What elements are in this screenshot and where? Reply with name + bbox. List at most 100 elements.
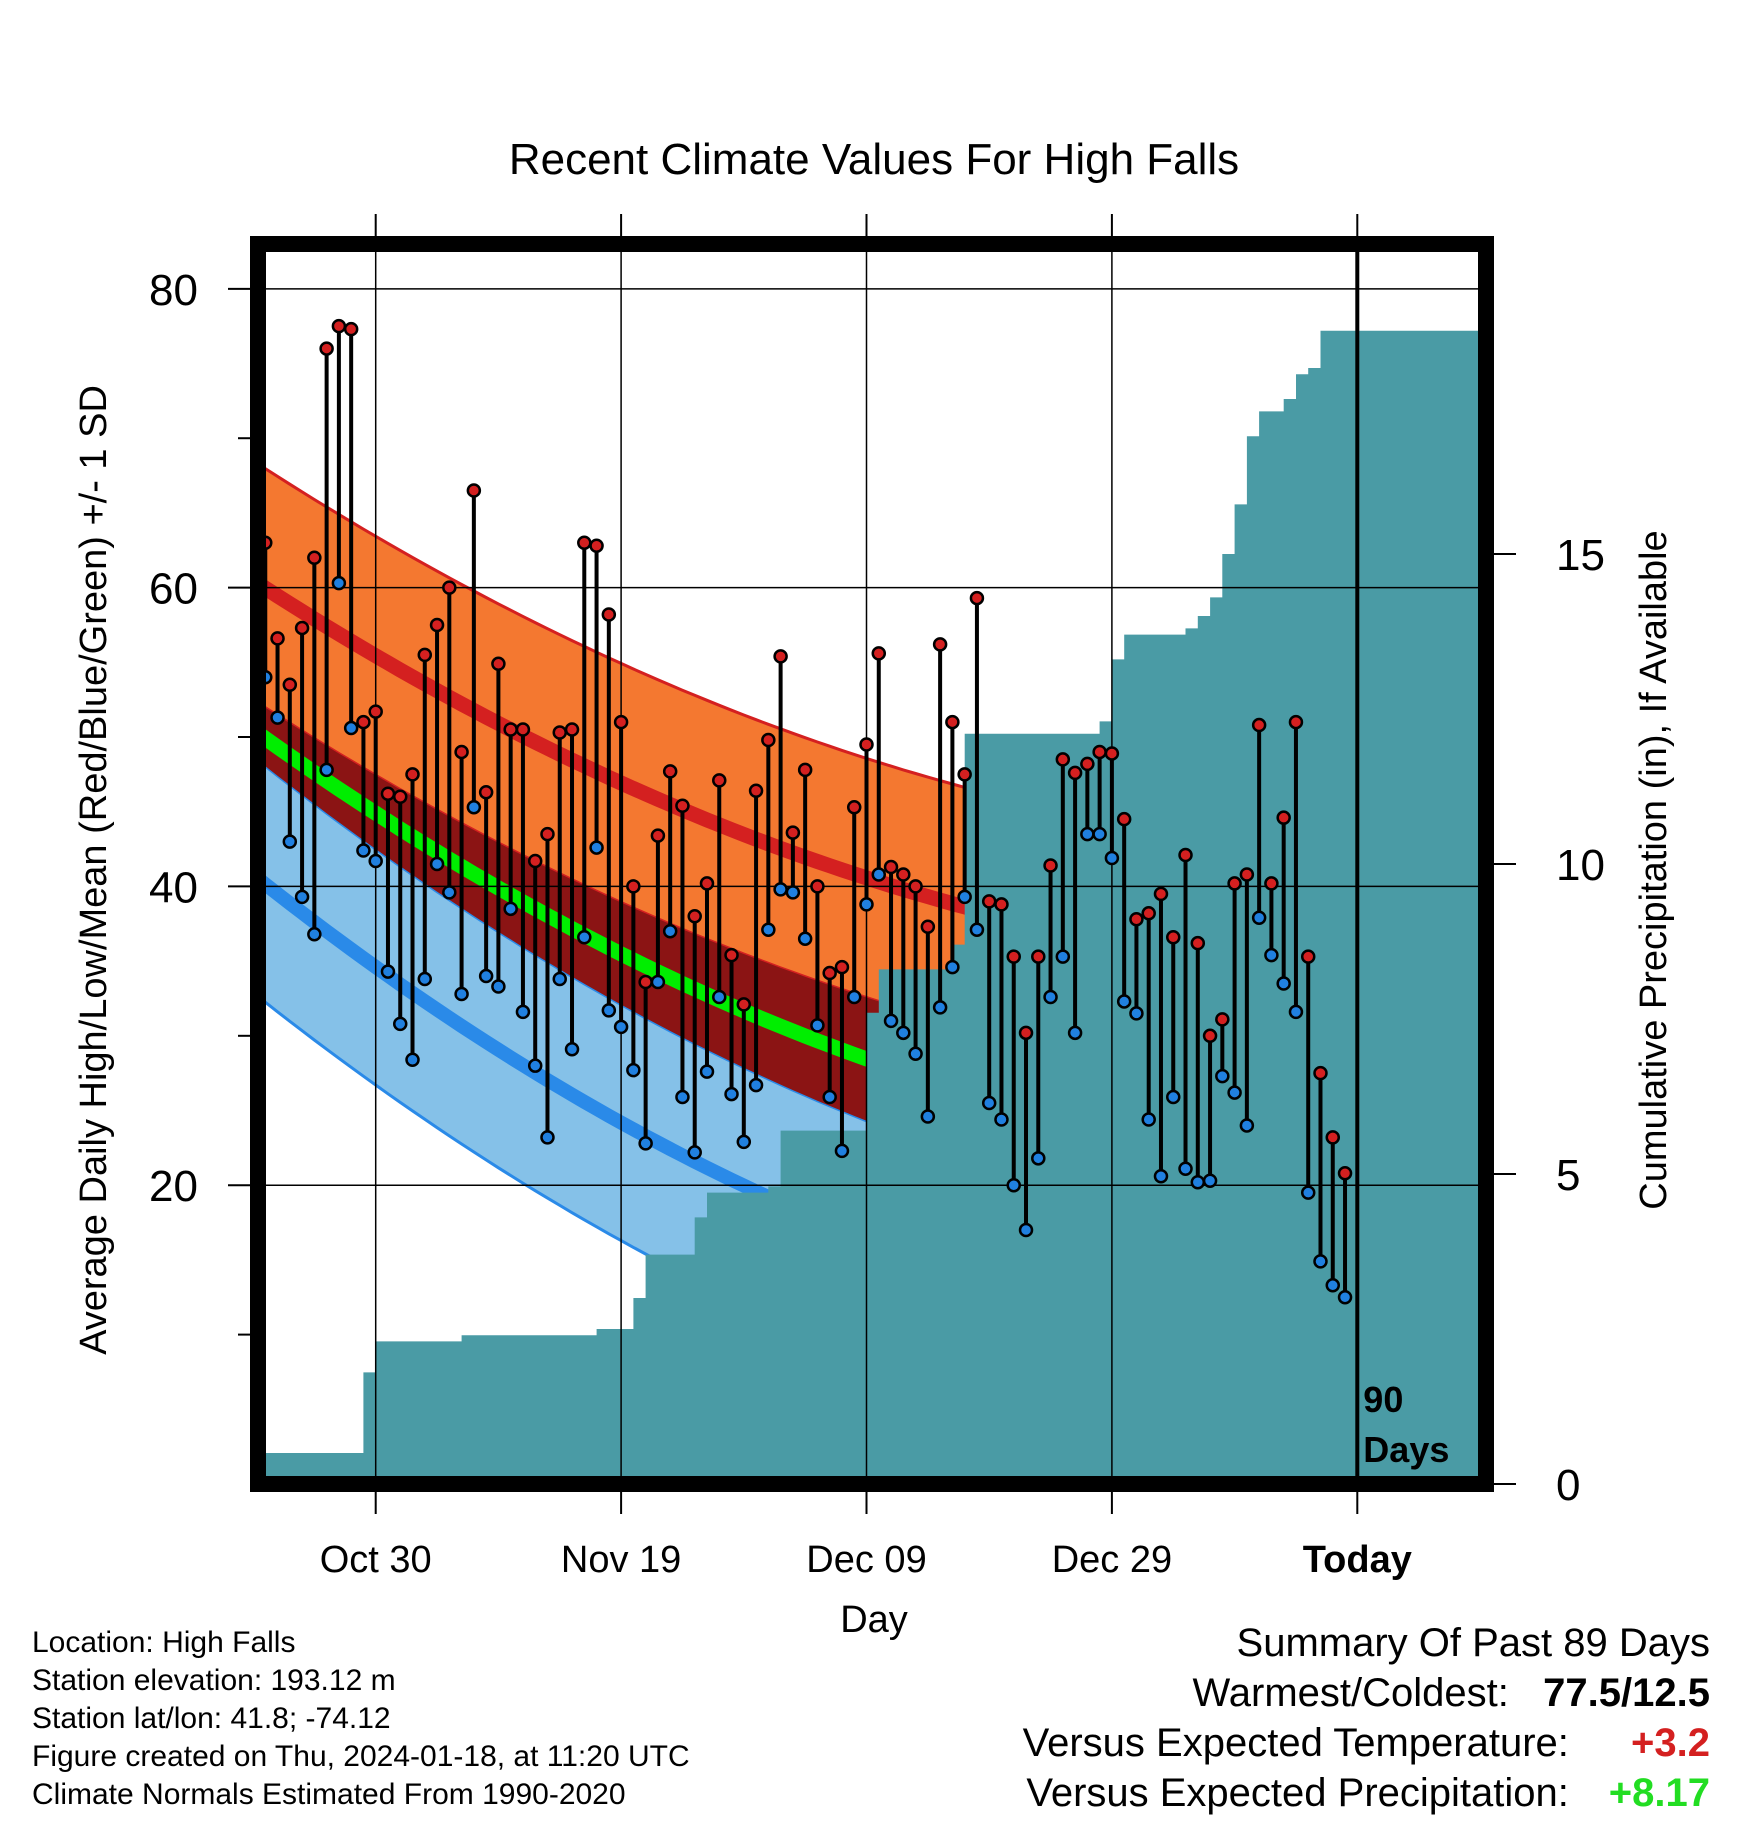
daily-high-point bbox=[577, 535, 592, 551]
daily-high-point bbox=[981, 894, 997, 909]
y-tick-label: 60 bbox=[149, 565, 198, 614]
x-axis-label: Day bbox=[840, 1599, 908, 1641]
daily-high-point bbox=[797, 762, 813, 778]
daily-high-point bbox=[650, 828, 666, 843]
plot-frame bbox=[250, 236, 1494, 1492]
daily-high-point bbox=[1018, 1025, 1034, 1041]
daily-high-point bbox=[405, 767, 420, 782]
x-tick-label: Dec 29 bbox=[1052, 1539, 1172, 1581]
daily-low-point bbox=[1104, 850, 1120, 866]
daily-high-point bbox=[822, 965, 837, 981]
daily-high-point bbox=[1129, 912, 1144, 927]
daily-low-point bbox=[466, 799, 482, 815]
daily-low-point bbox=[1080, 826, 1095, 842]
daily-low-point bbox=[1166, 1089, 1181, 1105]
daily-high-point bbox=[1190, 935, 1206, 951]
chart-title: Recent Climate Values For High Falls bbox=[509, 135, 1239, 184]
daily-high-point bbox=[712, 773, 727, 788]
daily-low-point bbox=[1116, 994, 1132, 1009]
daily-high-point bbox=[380, 786, 396, 802]
elevation-text: Station elevation: 193.12 m bbox=[32, 1664, 396, 1697]
daily-high-point bbox=[1141, 906, 1156, 921]
daily-high-point bbox=[1080, 756, 1095, 772]
daily-low-point bbox=[270, 710, 285, 725]
daily-high-point bbox=[294, 620, 310, 636]
station-info: Location: High Falls Station elevation: … bbox=[32, 1624, 690, 1814]
daily-high-point bbox=[564, 722, 580, 737]
daily-low-point bbox=[699, 1064, 715, 1079]
daily-low-point bbox=[1055, 949, 1071, 964]
daily-low-point bbox=[356, 843, 371, 858]
daily-low-point bbox=[429, 856, 445, 872]
daily-low-point bbox=[675, 1089, 690, 1105]
precip-tick-label: 10 bbox=[1556, 841, 1605, 890]
daily-low-point bbox=[1153, 1168, 1169, 1184]
daily-low-point bbox=[589, 840, 604, 855]
precip-tick-label: 5 bbox=[1556, 1151, 1580, 1200]
daily-high-point bbox=[331, 318, 347, 334]
daily-high-point bbox=[871, 646, 887, 661]
x-tick-label: Dec 09 bbox=[806, 1539, 926, 1581]
daily-low-point bbox=[650, 974, 666, 990]
daily-high-point bbox=[1202, 1028, 1218, 1044]
daily-high-point bbox=[1153, 886, 1169, 902]
daily-high-point bbox=[810, 879, 825, 894]
daily-low-point bbox=[908, 1046, 923, 1061]
daily-high-point bbox=[945, 714, 960, 730]
daily-high-point bbox=[503, 722, 518, 737]
y-tick-label: 40 bbox=[149, 863, 198, 912]
daily-low-point bbox=[307, 926, 322, 942]
daily-high-point bbox=[994, 897, 1009, 912]
daily-low-point bbox=[773, 882, 788, 897]
daily-low-point bbox=[687, 1145, 702, 1160]
daily-low-point bbox=[859, 897, 874, 912]
daily-low-point bbox=[1337, 1290, 1353, 1305]
temp-anomaly-label: Versus Expected Temperature: bbox=[1022, 1721, 1569, 1765]
daily-low-point bbox=[282, 834, 298, 849]
daily-high-point bbox=[1043, 858, 1058, 873]
daily-high-point bbox=[1325, 1130, 1341, 1145]
daily-high-point bbox=[466, 483, 482, 498]
daily-low-point bbox=[1129, 1006, 1144, 1021]
daily-high-point bbox=[368, 704, 383, 719]
daily-high-point bbox=[429, 617, 445, 633]
daily-high-point bbox=[1239, 867, 1255, 882]
daily-low-point bbox=[945, 959, 960, 975]
daily-high-point bbox=[527, 853, 543, 869]
warm-cold-value: 77.5/12.5 bbox=[1543, 1671, 1710, 1715]
today-marker-label: 90 bbox=[1363, 1379, 1403, 1420]
daily-high-point bbox=[1055, 752, 1071, 767]
daily-low-point bbox=[797, 931, 813, 946]
daily-low-point bbox=[1178, 1161, 1193, 1177]
daily-low-point bbox=[822, 1089, 837, 1105]
summary-panel: Summary Of Past 89 Days Warmest/Coldest:… bbox=[1023, 1618, 1710, 1818]
daily-high-point bbox=[626, 879, 641, 894]
daily-high-point bbox=[417, 647, 433, 663]
daily-low-point bbox=[994, 1112, 1009, 1127]
daily-low-point bbox=[405, 1052, 420, 1067]
temp-anomaly-value: +3.2 bbox=[1631, 1721, 1710, 1765]
daily-high-point bbox=[1337, 1166, 1353, 1181]
precip-anomaly-value: +8.17 bbox=[1608, 1771, 1710, 1815]
daily-low-point bbox=[417, 971, 433, 987]
daily-low-point bbox=[1313, 1254, 1328, 1269]
daily-high-point bbox=[1031, 949, 1046, 964]
daily-low-point bbox=[380, 964, 396, 979]
latlon-text: Station lat/lon: 41.8; -74.12 bbox=[32, 1702, 391, 1735]
daily-high-point bbox=[540, 826, 555, 842]
daily-low-point bbox=[454, 986, 469, 1002]
daily-low-point bbox=[1031, 1151, 1046, 1166]
daily-high-point bbox=[662, 764, 678, 779]
daily-high-point bbox=[1264, 876, 1279, 891]
daily-high-point bbox=[392, 789, 408, 805]
precip-axis-label: Cumulative Precipitation (in), If Availa… bbox=[1633, 530, 1675, 1209]
daily-low-point bbox=[1300, 1185, 1316, 1200]
daily-high-point bbox=[1313, 1065, 1328, 1081]
daily-low-point bbox=[1006, 1177, 1021, 1193]
daily-low-point bbox=[1251, 910, 1267, 926]
daily-low-point bbox=[552, 971, 567, 987]
daily-low-point bbox=[1288, 1004, 1304, 1020]
precip-area bbox=[258, 330, 1486, 1484]
daily-low-point bbox=[883, 1013, 899, 1029]
